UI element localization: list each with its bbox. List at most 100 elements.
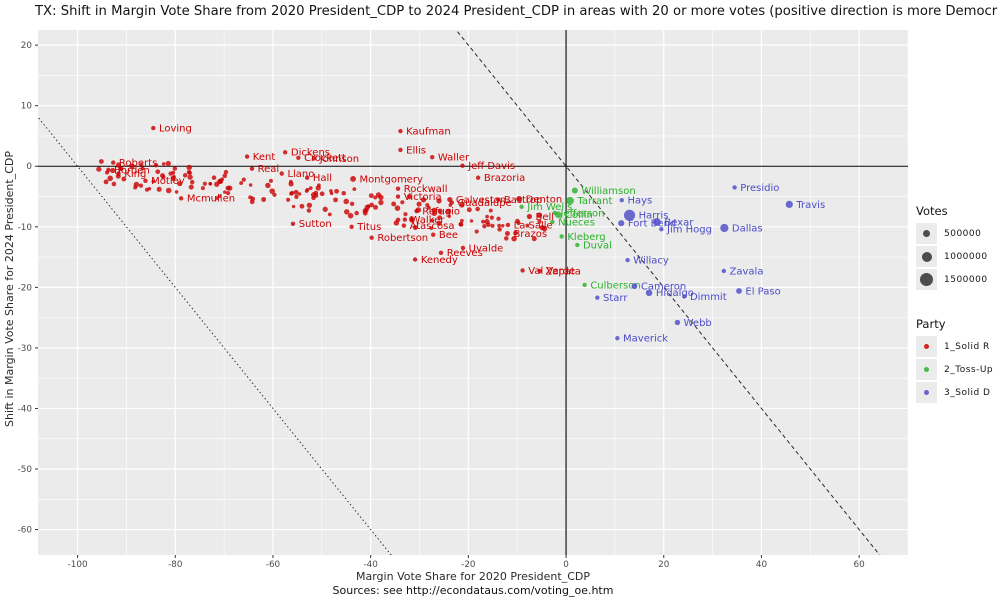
data-point <box>559 234 564 239</box>
data-point <box>171 170 176 175</box>
y-tick-label: -10 <box>18 223 33 233</box>
data-point <box>732 185 737 190</box>
point-label: King <box>124 169 146 180</box>
x-tick-label: -100 <box>68 560 88 570</box>
data-point <box>486 222 491 227</box>
y-tick-label: -60 <box>18 526 33 536</box>
point-label: Guadalupe <box>457 198 511 209</box>
data-point <box>378 199 384 206</box>
source-caption: Sources: see http://econdataus.com/votin… <box>332 584 614 597</box>
data-point <box>306 202 313 208</box>
point-label: Jefferson <box>560 208 605 219</box>
data-point <box>107 175 113 182</box>
point-label: Hall <box>313 173 332 184</box>
data-point <box>402 217 408 222</box>
data-point <box>437 208 443 214</box>
point-label: Hays <box>627 196 652 207</box>
data-point <box>170 176 176 181</box>
data-point <box>490 223 495 228</box>
point-label: Brazoria <box>484 173 525 184</box>
data-point <box>398 147 403 153</box>
legend-key <box>916 269 937 290</box>
data-point <box>537 219 542 224</box>
y-tick-label: -40 <box>18 404 33 414</box>
point-label: Williamson <box>581 186 635 197</box>
point-label: Presidio <box>740 183 779 194</box>
data-point <box>121 176 127 182</box>
point-label: Jeff Davis <box>467 161 515 172</box>
point-label: Duval <box>583 240 612 251</box>
data-point <box>520 268 525 273</box>
x-tick-label: 40 <box>756 560 768 570</box>
data-point <box>406 193 413 200</box>
point-label: Bexar <box>664 217 694 228</box>
data-point <box>525 223 530 228</box>
y-tick-label: 20 <box>21 41 33 51</box>
data-point <box>414 208 419 214</box>
data-point <box>161 162 166 166</box>
data-point <box>515 218 520 224</box>
point-label: Cameron <box>641 282 686 293</box>
point-label: Kaufman <box>406 127 451 138</box>
legend-party-item: 2_Toss-Up <box>916 359 1000 381</box>
data-point <box>225 185 231 191</box>
data-point <box>202 181 207 186</box>
point-label: El Paso <box>745 286 780 297</box>
data-point <box>305 187 310 192</box>
point-label: Jim Wells <box>526 202 572 213</box>
point-label: Real <box>258 164 280 175</box>
data-point <box>250 196 256 201</box>
data-point <box>218 194 222 198</box>
data-point <box>416 201 422 207</box>
data-point <box>140 166 145 171</box>
data-point <box>176 181 182 187</box>
data-point <box>96 166 102 172</box>
data-point <box>539 225 545 231</box>
point-label: Crockett <box>304 153 346 164</box>
data-point <box>187 170 192 175</box>
party-solid-r-dot-icon <box>924 344 929 349</box>
data-point <box>317 183 321 188</box>
x-axis-label: Margin Vote Share for 2020 President_CDP <box>356 570 590 583</box>
data-point <box>350 176 356 182</box>
data-point <box>495 197 501 202</box>
data-point <box>469 219 474 223</box>
data-point <box>226 191 231 196</box>
data-point <box>619 197 624 203</box>
point-label: Borden <box>114 165 150 176</box>
point-label: Titus <box>356 222 381 233</box>
legend-party: Party 1_Solid R 2_Toss-Up 3_Solid D <box>916 317 1000 404</box>
data-point <box>241 177 246 182</box>
data-point <box>222 173 228 179</box>
data-point <box>111 181 117 187</box>
data-point <box>364 207 369 213</box>
point-label: Maverick <box>623 334 668 345</box>
data-point <box>618 220 625 227</box>
data-point <box>133 181 140 188</box>
legend-key <box>916 223 937 244</box>
data-point <box>174 190 179 194</box>
data-point <box>268 178 274 183</box>
data-point <box>188 184 194 190</box>
data-point <box>172 166 178 171</box>
data-point <box>391 201 397 207</box>
reference-line-dashed <box>455 30 881 555</box>
data-point <box>447 214 451 218</box>
data-point <box>431 211 437 217</box>
point-label: Jim Hogg <box>666 225 712 236</box>
data-point <box>354 210 359 216</box>
y-tick-label: -50 <box>18 465 33 475</box>
data-point <box>111 160 116 165</box>
data-point <box>138 183 144 188</box>
legend-party-item: 3_Solid D <box>916 382 1000 404</box>
data-point <box>344 209 350 215</box>
data-point <box>160 173 165 179</box>
point-label: Johnson <box>319 154 359 165</box>
point-label: Travis <box>795 200 825 211</box>
size-dot-large-icon <box>920 273 933 286</box>
y-tick-label: 0 <box>26 162 32 172</box>
data-point <box>118 166 124 172</box>
y-tick-label: 10 <box>21 102 33 112</box>
data-point <box>272 192 277 197</box>
data-point <box>110 167 116 174</box>
